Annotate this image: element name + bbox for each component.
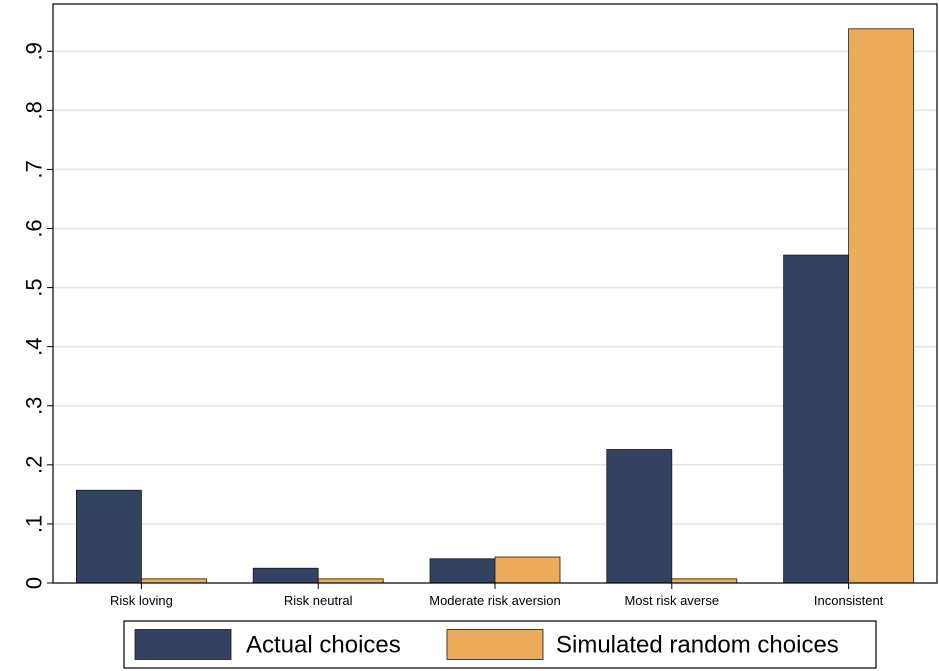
y-tick-label: .3 bbox=[22, 397, 47, 415]
gridlines bbox=[53, 50, 937, 525]
bar-simulated bbox=[317, 578, 384, 584]
legend-label: Simulated random choices bbox=[556, 632, 839, 659]
bar-simulated bbox=[494, 556, 561, 584]
bar-actual bbox=[252, 567, 319, 584]
x-tick-label: Risk loving bbox=[110, 593, 173, 608]
legend-swatch bbox=[134, 629, 232, 660]
x-tick-labels: Risk loving Risk neutral Moderate risk ave… bbox=[110, 593, 884, 608]
bars bbox=[76, 28, 914, 584]
y-tick-label: .8 bbox=[22, 101, 47, 119]
bar-actual bbox=[429, 558, 496, 584]
y-tick-label: .5 bbox=[22, 278, 47, 296]
x-tick-label: Inconsistent bbox=[814, 593, 884, 608]
legend-label: Actual choices bbox=[246, 632, 401, 659]
y-tick-label: .6 bbox=[22, 219, 47, 237]
legend-swatch bbox=[446, 629, 544, 660]
bar-actual bbox=[76, 489, 142, 584]
bar-actual bbox=[606, 449, 673, 584]
axes bbox=[47, 3, 938, 589]
x-tick-label: Risk neutral bbox=[284, 593, 353, 608]
y-tick-labels: 0 .1 .2 .3 .4 .5 .6 .7 .8 .9 bbox=[22, 42, 47, 589]
y-tick-label: .7 bbox=[22, 160, 47, 178]
bar-actual bbox=[783, 254, 849, 584]
x-tick-label: Most risk averse bbox=[624, 593, 719, 608]
y-tick-label: .4 bbox=[22, 337, 47, 355]
plot-frame bbox=[52, 3, 938, 584]
y-tick-label: 0 bbox=[22, 577, 47, 589]
bar-simulated bbox=[671, 578, 738, 584]
x-tick-label: Moderate risk aversion bbox=[429, 593, 561, 608]
y-tick-label: .9 bbox=[22, 42, 47, 60]
legend: Actual choices Simulated random choices bbox=[123, 620, 877, 669]
y-tick-label: .2 bbox=[22, 456, 47, 474]
y-tick-label: .1 bbox=[22, 515, 47, 533]
bar-simulated bbox=[848, 28, 914, 584]
bar-simulated bbox=[140, 578, 207, 584]
